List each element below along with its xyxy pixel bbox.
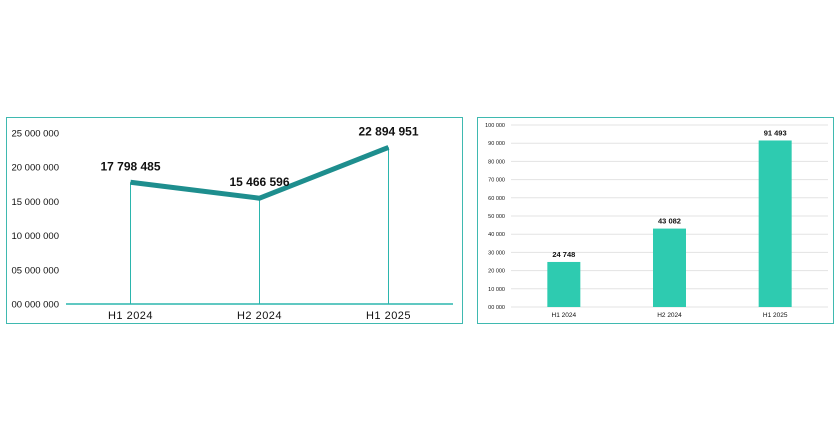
y-tick-label: 50 000 <box>488 214 505 220</box>
bar-chart-panel: 00 000 10 000 20 000 30 000 40 000 50 000 60 0… <box>477 117 834 324</box>
x-tick-label: H2 2024 <box>237 310 282 322</box>
y-tick-label: 25 000 000 <box>11 129 59 140</box>
data-label: 22 894 951 <box>358 124 418 138</box>
x-tick-label: H1 2024 <box>552 312 577 319</box>
bar <box>758 140 792 307</box>
data-label: 24 748 <box>552 250 575 259</box>
y-tick-label: 90 000 <box>488 141 505 147</box>
bar <box>547 261 581 307</box>
y-tick-label: 10 000 000 <box>11 231 59 242</box>
line-chart-panel: 00 000 000 05 000 000 10 000 000 15 000 000… <box>6 117 463 324</box>
y-tick-label: 20 000 <box>488 269 505 275</box>
data-label: 17 798 485 <box>100 159 160 173</box>
x-tick-label: H1 2025 <box>366 310 411 322</box>
y-tick-label: 80 000 <box>488 159 505 165</box>
series-line <box>130 145 390 201</box>
bar <box>653 228 686 307</box>
bar-chart: 00 000 10 000 20 000 30 000 40 000 50 000 60 0… <box>485 123 828 319</box>
y-tick-label: 60 000 <box>488 196 505 202</box>
x-tick-label: H2 2024 <box>657 312 682 319</box>
line-chart: 00 000 000 05 000 000 10 000 000 15 000 000… <box>11 124 453 322</box>
y-tick-label: 00 000 000 <box>11 300 59 311</box>
y-tick-label: 40 000 <box>488 232 505 238</box>
x-tick-label: H1 2025 <box>763 312 788 319</box>
data-label: 43 082 <box>658 217 681 226</box>
y-tick-label: 20 000 000 <box>11 163 59 174</box>
y-tick-label: 05 000 000 <box>11 265 59 276</box>
data-label: 15 466 596 <box>229 175 289 189</box>
y-tick-label: 100 000 <box>485 123 505 129</box>
y-tick-label: 00 000 <box>488 305 505 311</box>
x-tick-label: H1 2024 <box>108 310 153 322</box>
y-tick-label: 15 000 000 <box>11 197 59 208</box>
y-tick-label: 70 000 <box>488 178 505 184</box>
y-tick-label: 10 000 <box>488 287 505 293</box>
y-tick-label: 30 000 <box>488 250 505 256</box>
data-label: 91 493 <box>764 128 787 137</box>
